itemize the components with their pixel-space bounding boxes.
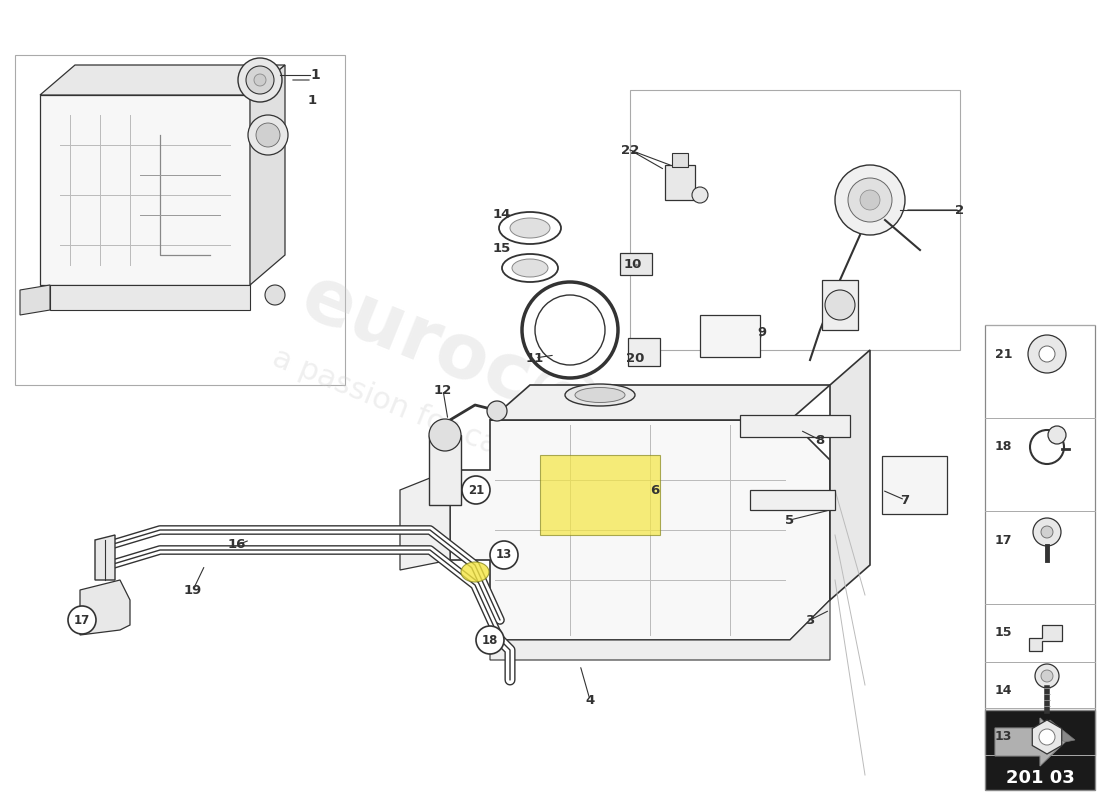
Circle shape	[254, 74, 266, 86]
Text: 17: 17	[74, 614, 90, 626]
Bar	[984, 325, 1094, 755]
Text: 10: 10	[624, 258, 642, 271]
Text: 17: 17	[996, 534, 1012, 546]
Bar	[672, 153, 688, 167]
Circle shape	[522, 282, 618, 378]
Circle shape	[429, 419, 461, 451]
Text: 15: 15	[996, 626, 1012, 639]
Text: 9: 9	[758, 326, 767, 338]
Circle shape	[1041, 526, 1053, 538]
Bar	[620, 253, 652, 275]
Circle shape	[848, 178, 892, 222]
Text: 5: 5	[785, 514, 794, 526]
Circle shape	[238, 58, 282, 102]
Ellipse shape	[499, 212, 561, 244]
Circle shape	[1028, 335, 1066, 373]
Polygon shape	[80, 580, 130, 635]
Text: 3: 3	[805, 614, 815, 626]
Text: 6: 6	[650, 483, 660, 497]
Text: 20: 20	[626, 351, 645, 365]
Circle shape	[68, 606, 96, 634]
Text: 2: 2	[956, 203, 965, 217]
Circle shape	[1040, 346, 1055, 362]
Bar	[984, 710, 1094, 790]
Polygon shape	[250, 65, 285, 285]
Polygon shape	[996, 718, 1065, 766]
Text: 22: 22	[620, 143, 639, 157]
Polygon shape	[20, 285, 50, 315]
Bar	[750, 490, 835, 510]
Circle shape	[1041, 670, 1053, 682]
Polygon shape	[40, 65, 285, 95]
Text: 8: 8	[815, 434, 825, 446]
Circle shape	[462, 476, 490, 504]
Text: 201 03: 201 03	[1005, 769, 1075, 787]
Circle shape	[835, 165, 905, 235]
Bar	[540, 455, 660, 535]
Text: 14: 14	[493, 209, 512, 222]
Text: 7: 7	[901, 494, 910, 506]
Text: 14: 14	[996, 685, 1012, 698]
Polygon shape	[1028, 625, 1062, 651]
Circle shape	[825, 290, 855, 320]
Bar	[740, 415, 850, 437]
Circle shape	[1033, 518, 1062, 546]
Text: 18: 18	[996, 441, 1012, 454]
Text: 1: 1	[310, 68, 320, 82]
Circle shape	[490, 541, 518, 569]
Bar	[700, 315, 760, 357]
Text: a passion for cars since 1985: a passion for cars since 1985	[267, 343, 692, 537]
Text: 13: 13	[496, 549, 513, 562]
Polygon shape	[40, 95, 250, 285]
Ellipse shape	[512, 259, 548, 277]
Text: 1: 1	[307, 94, 317, 106]
Polygon shape	[490, 385, 830, 420]
Ellipse shape	[510, 218, 550, 238]
Text: 15: 15	[493, 242, 512, 254]
Bar	[666, 165, 695, 200]
Polygon shape	[1040, 720, 1075, 742]
Text: 4: 4	[585, 694, 595, 706]
Polygon shape	[490, 600, 830, 660]
Text: 16: 16	[228, 538, 246, 551]
Text: 18: 18	[482, 634, 498, 646]
Ellipse shape	[461, 562, 490, 582]
Ellipse shape	[575, 387, 625, 402]
Text: 12: 12	[433, 383, 452, 397]
Text: 13: 13	[996, 730, 1012, 743]
Text: 21: 21	[468, 483, 484, 497]
Circle shape	[246, 66, 274, 94]
Bar	[15, 55, 345, 385]
Polygon shape	[95, 535, 116, 580]
Circle shape	[265, 285, 285, 305]
Bar	[628, 338, 660, 366]
Circle shape	[1040, 729, 1055, 745]
Bar	[630, 90, 960, 350]
Bar	[429, 435, 461, 505]
Circle shape	[692, 187, 708, 203]
Circle shape	[860, 190, 880, 210]
Circle shape	[256, 123, 280, 147]
Polygon shape	[830, 350, 870, 600]
Polygon shape	[450, 420, 830, 640]
Bar	[822, 280, 858, 330]
Polygon shape	[400, 470, 450, 570]
Text: 19: 19	[184, 583, 202, 597]
Ellipse shape	[502, 254, 558, 282]
Polygon shape	[50, 285, 250, 310]
Circle shape	[535, 295, 605, 365]
Circle shape	[248, 115, 288, 155]
Text: 21: 21	[996, 347, 1012, 361]
Circle shape	[476, 626, 504, 654]
Ellipse shape	[565, 384, 635, 406]
Text: euroc@rs: euroc@rs	[290, 261, 690, 479]
Circle shape	[1035, 664, 1059, 688]
Text: 11: 11	[526, 351, 544, 365]
Circle shape	[487, 401, 507, 421]
Circle shape	[1048, 426, 1066, 444]
Bar	[882, 456, 947, 514]
